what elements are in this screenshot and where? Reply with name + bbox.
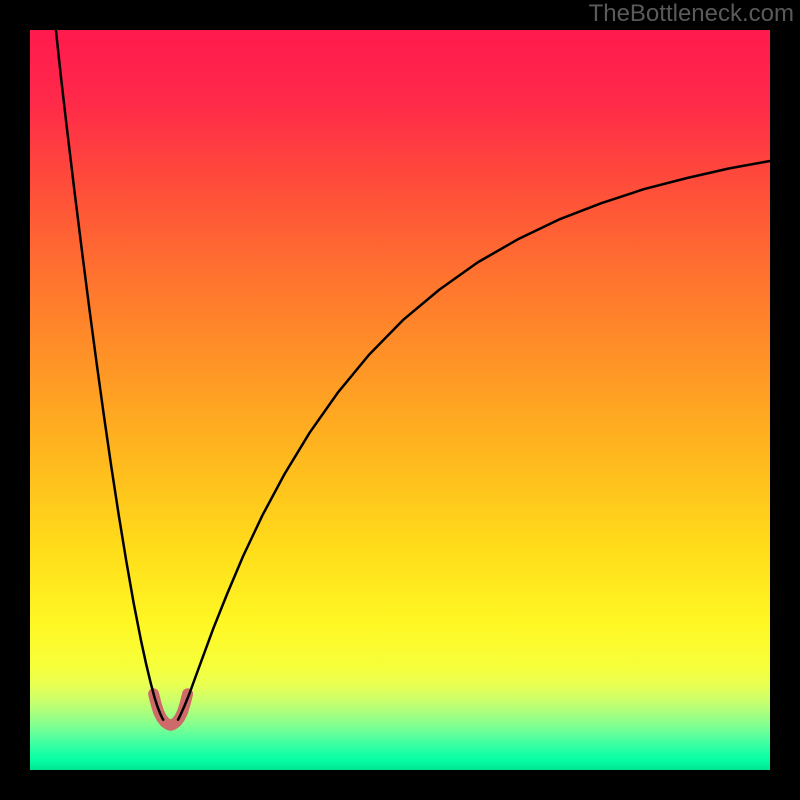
chart-svg <box>0 0 800 800</box>
attribution-label: TheBottleneck.com <box>589 0 794 28</box>
chart-stage: TheBottleneck.com <box>0 0 800 800</box>
gradient-background <box>30 30 770 770</box>
